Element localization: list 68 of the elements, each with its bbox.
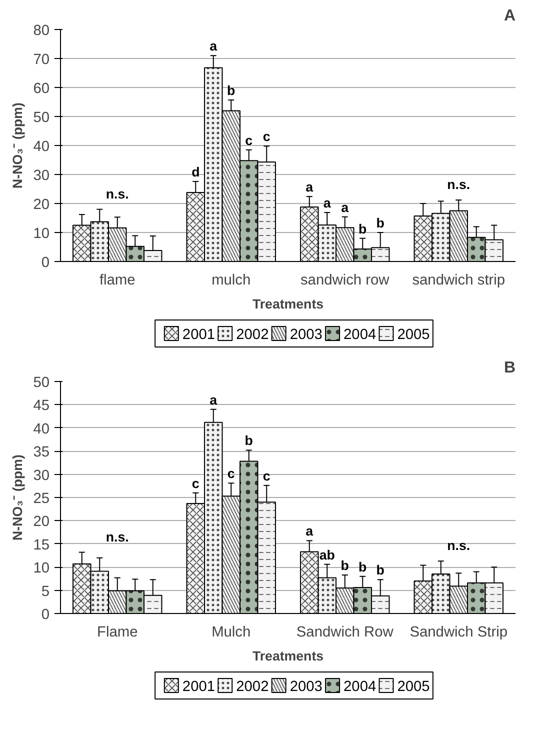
y-tick-label: 70 [33,52,50,68]
y-tick-label: 60 [33,81,50,97]
data-label: d [192,164,200,180]
data-label: b [340,558,349,573]
data-label: b [376,562,384,578]
y-tick-label: 10 [33,560,50,577]
data-label: a [323,195,332,210]
data-label: a [306,524,314,539]
y-tick-label: 50 [33,110,50,126]
legend-label: 2005 [397,327,430,343]
y-tick-label: 50 [33,375,50,391]
data-label: a [306,180,314,195]
x-tick-label: flame [99,272,136,288]
annotation: n.s. [106,186,129,202]
legend-label: 2004 [344,679,376,695]
data-label: a [210,392,218,408]
x-tick-label: Flame [97,624,138,640]
legend-label: 2002 [236,327,269,343]
y-tick-label: 40 [33,139,50,155]
x-tick-label: sandwich strip [412,272,506,288]
annotation: n.s. [447,538,470,554]
x-tick-label: mulch [212,272,251,288]
y-tick-label: 25 [33,491,50,507]
chart-title: A [504,8,516,24]
y-tick-label: 10 [33,226,50,242]
x-axis-title: Treatments [252,296,324,312]
y-tick-label: 20 [33,197,50,213]
data-label: c [227,466,236,482]
chart-title: B [504,360,516,376]
data-label: ab [319,547,335,562]
data-label: c [262,468,271,484]
y-tick-label: 20 [33,514,50,530]
legend-label: 2001 [182,327,216,343]
legend-label: 2001 [182,679,216,695]
data-label: c [245,132,254,148]
data-label: a [341,200,350,215]
data-label: c [262,129,271,144]
data-label: b [358,559,367,574]
y-tick-label: 5 [41,584,50,600]
y-tick-label: 30 [33,468,50,484]
y-tick-label: 40 [33,421,50,438]
annotation: n.s. [447,177,470,192]
y-tick-label: 15 [33,537,50,554]
y-axis-title: N-NO₃⁻ (ppm) [10,102,26,188]
legend-label: 2003 [290,679,322,695]
y-tick-label: 0 [41,255,50,271]
y-axis-title: N-NO₃⁻ (ppm) [10,454,26,540]
data-label: b [227,82,236,98]
data-label: a [210,38,218,54]
x-tick-label: sandwich row [300,272,390,288]
x-tick-label: Sandwich Row [296,624,394,640]
y-tick-label: 30 [33,168,50,184]
y-tick-label: 35 [33,444,50,461]
data-label: b [376,216,384,230]
legend-label: 2003 [290,327,322,343]
data-label: b [244,433,253,448]
y-tick-label: 45 [33,398,50,414]
annotation: n.s. [106,529,129,544]
legend-label: 2005 [397,679,430,695]
x-tick-label: Sandwich Strip [410,624,508,640]
legend-label: 2004 [344,327,376,343]
x-axis-title: Treatments [252,648,324,664]
y-tick-label: 80 [33,23,50,39]
data-label: c [192,476,200,491]
legend-label: 2002 [236,679,269,695]
y-tick-label: 0 [41,607,50,623]
data-label: b [358,221,367,236]
x-tick-label: Mulch [212,624,251,640]
